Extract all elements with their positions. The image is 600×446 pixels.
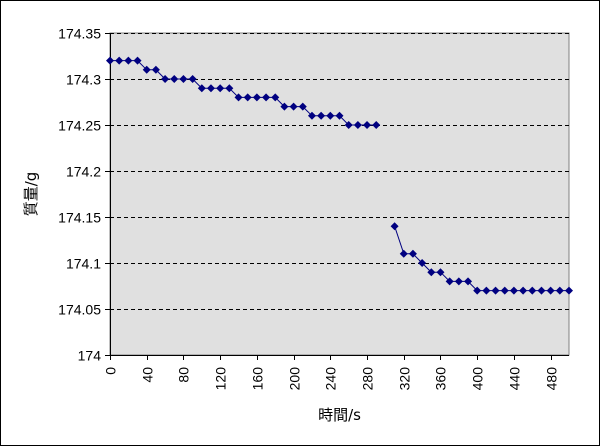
data-point bbox=[216, 84, 225, 93]
data-point bbox=[243, 93, 252, 102]
y-axis-title: 質量/g bbox=[22, 172, 40, 217]
y-tick-label: 174.15 bbox=[58, 210, 101, 226]
data-point bbox=[418, 259, 427, 267]
y-tick-label: 174.25 bbox=[58, 118, 101, 134]
data-point bbox=[133, 56, 142, 65]
data-point bbox=[106, 56, 114, 65]
tick-labels: 174 174.05 174.1 174.15 174.2 174.25 174.3 174.… bbox=[58, 26, 559, 391]
data-point bbox=[262, 93, 271, 102]
data-point bbox=[115, 56, 124, 65]
data-point bbox=[519, 286, 528, 295]
data-point bbox=[408, 249, 417, 258]
plot-area bbox=[109, 32, 570, 356]
data-point bbox=[491, 286, 500, 295]
data-point bbox=[234, 93, 243, 102]
data-point bbox=[555, 286, 564, 295]
data-point bbox=[335, 111, 344, 120]
data-point bbox=[353, 121, 362, 129]
data-point bbox=[390, 222, 399, 231]
data-point bbox=[473, 286, 482, 295]
data-point bbox=[206, 84, 215, 93]
data-point bbox=[197, 84, 206, 93]
y-tick-label: 174.05 bbox=[58, 302, 101, 318]
x-tick-label: 320 bbox=[397, 367, 413, 391]
data-point bbox=[124, 56, 133, 65]
data-point bbox=[317, 111, 326, 120]
y-tick-label: 174.3 bbox=[66, 72, 101, 88]
data-point bbox=[399, 249, 408, 258]
data-point bbox=[500, 286, 509, 295]
data-point bbox=[142, 65, 151, 74]
data-point bbox=[528, 286, 537, 295]
data-point bbox=[179, 75, 188, 83]
data-point bbox=[464, 277, 473, 286]
data-point bbox=[427, 268, 436, 277]
x-tick-label: 40 bbox=[140, 367, 156, 383]
x-tick-label: 80 bbox=[176, 367, 192, 383]
x-tick-label: 0 bbox=[103, 367, 119, 375]
data-point bbox=[445, 277, 454, 286]
series-layer bbox=[106, 56, 573, 295]
data-point bbox=[289, 102, 298, 111]
axes bbox=[105, 33, 569, 360]
x-axis-title: 時間/s bbox=[318, 406, 361, 424]
data-point bbox=[344, 121, 353, 129]
x-tick-label: 120 bbox=[213, 367, 229, 391]
data-point bbox=[372, 121, 381, 129]
x-tick-label: 400 bbox=[470, 367, 486, 391]
data-point bbox=[298, 102, 307, 111]
y-tick-label: 174.2 bbox=[66, 164, 101, 180]
data-point bbox=[509, 286, 518, 295]
data-point bbox=[271, 93, 280, 102]
data-point bbox=[546, 286, 555, 295]
data-point bbox=[151, 65, 160, 74]
x-tick-label: 360 bbox=[433, 367, 449, 391]
data-point bbox=[252, 93, 261, 102]
data-point bbox=[188, 75, 197, 83]
y-tick-label: 174.1 bbox=[66, 256, 101, 272]
data-point bbox=[363, 121, 372, 129]
x-tick-label: 280 bbox=[360, 367, 376, 391]
data-point bbox=[565, 286, 573, 295]
data-point bbox=[537, 286, 546, 295]
data-point bbox=[170, 75, 179, 83]
y-tick-label: 174 bbox=[78, 348, 102, 364]
data-point bbox=[307, 111, 316, 120]
data-point bbox=[280, 102, 289, 111]
data-point bbox=[454, 277, 463, 286]
x-tick-label: 200 bbox=[287, 367, 303, 391]
x-tick-label: 480 bbox=[544, 367, 560, 391]
data-point bbox=[482, 286, 491, 295]
x-tick-label: 440 bbox=[507, 367, 523, 391]
data-point bbox=[225, 84, 234, 93]
y-tick-label: 174.35 bbox=[58, 26, 101, 42]
data-point bbox=[161, 75, 170, 83]
data-point bbox=[326, 111, 335, 120]
data-point bbox=[436, 268, 445, 277]
x-tick-label: 160 bbox=[250, 367, 266, 391]
x-tick-label: 240 bbox=[323, 367, 339, 391]
